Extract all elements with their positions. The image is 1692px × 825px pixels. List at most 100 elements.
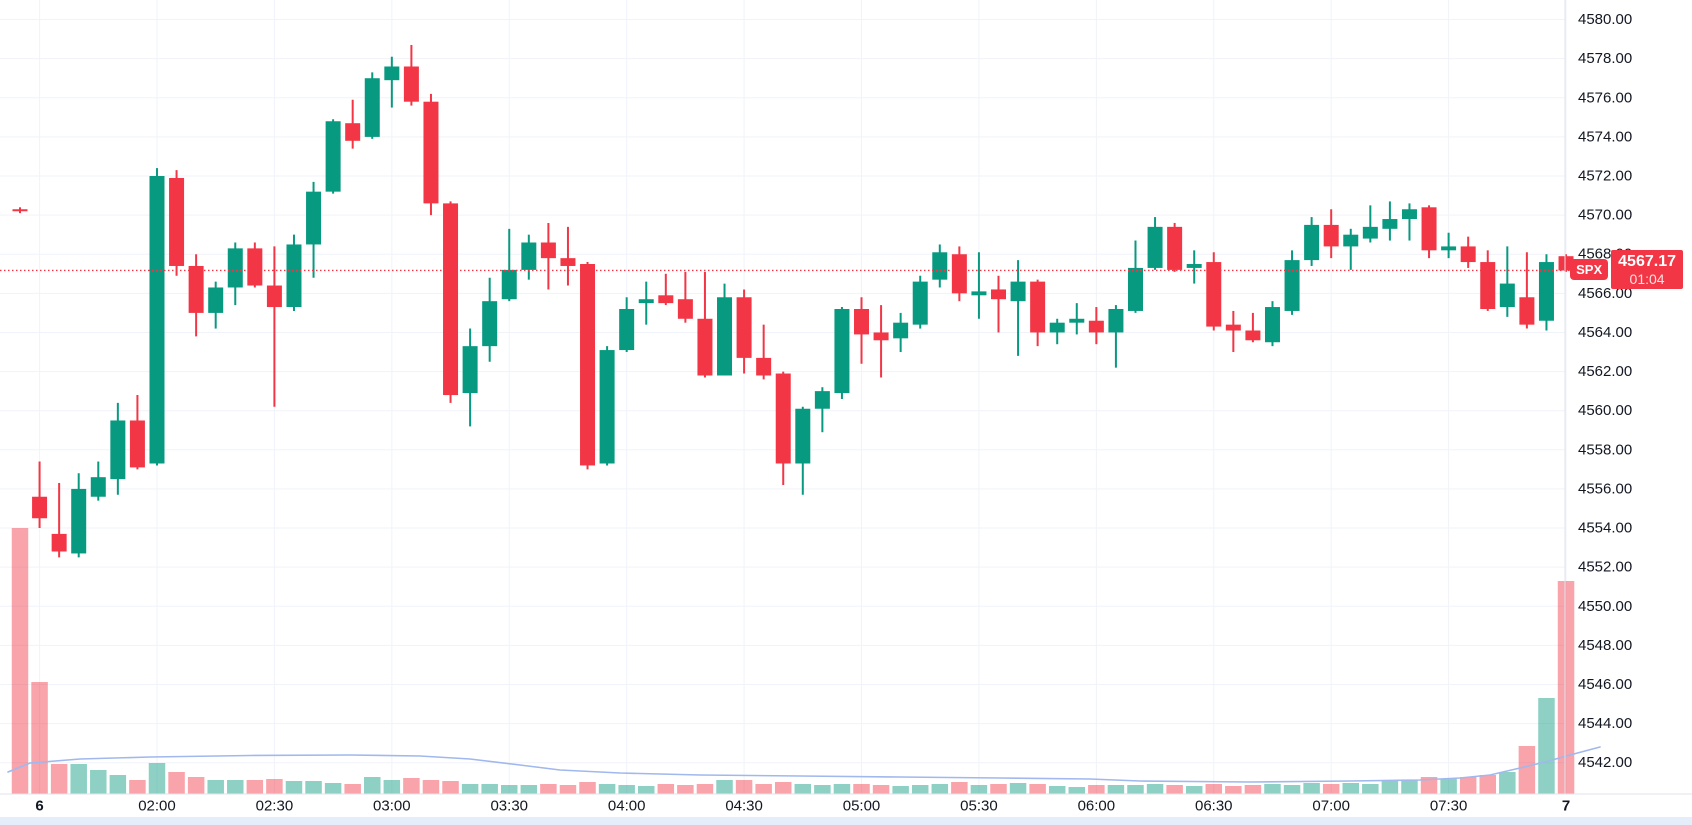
candle-body[interactable]	[1108, 308, 1124, 333]
volume-bar[interactable]	[501, 785, 518, 794]
candle-body[interactable]	[599, 350, 615, 464]
time-axis-scale[interactable]	[0, 794, 1565, 825]
volume-bar[interactable]	[1538, 698, 1555, 794]
candle-body[interactable]	[1401, 209, 1417, 220]
candle-body[interactable]	[658, 295, 674, 304]
volume-bar[interactable]	[461, 784, 479, 794]
volume-bar[interactable]	[540, 784, 557, 794]
candle-body[interactable]	[1421, 207, 1437, 251]
candle-body[interactable]	[384, 66, 400, 81]
candle-body[interactable]	[227, 248, 243, 288]
candle-body[interactable]	[266, 285, 282, 308]
volume-bar[interactable]	[364, 777, 381, 794]
volume-bar[interactable]	[344, 784, 361, 794]
volume-bar[interactable]	[1420, 777, 1438, 794]
candle-body[interactable]	[1069, 318, 1085, 323]
candle-body[interactable]	[736, 297, 752, 358]
candle-body[interactable]	[1049, 322, 1065, 333]
volume-bar[interactable]	[383, 780, 401, 794]
volume-bar[interactable]	[1029, 784, 1046, 794]
candle-body[interactable]	[32, 496, 48, 519]
candle-body[interactable]	[1304, 224, 1320, 261]
volume-bar[interactable]	[1499, 772, 1516, 794]
candle-body[interactable]	[208, 287, 224, 313]
candle-body[interactable]	[893, 322, 909, 339]
candle-body[interactable]	[697, 318, 713, 376]
volume-bar[interactable]	[559, 785, 577, 794]
candle-body[interactable]	[756, 357, 772, 376]
candle-body[interactable]	[854, 308, 870, 335]
volume-bar[interactable]	[1518, 746, 1536, 794]
volume-bar[interactable]	[1166, 785, 1183, 794]
candle-body[interactable]	[110, 420, 126, 480]
volume-bar[interactable]	[1459, 777, 1477, 794]
volume-bar[interactable]	[1479, 775, 1497, 794]
volume-bar[interactable]	[1009, 783, 1027, 794]
candle-body[interactable]	[1323, 224, 1339, 247]
candle-body[interactable]	[1010, 281, 1026, 302]
volume-bar[interactable]	[1557, 581, 1575, 794]
candle-body[interactable]	[51, 533, 67, 552]
volume-bar[interactable]	[324, 783, 342, 794]
candle-body[interactable]	[638, 299, 654, 304]
volume-bar[interactable]	[1362, 784, 1379, 794]
volume-bar[interactable]	[872, 785, 890, 794]
candle-body[interactable]	[521, 242, 537, 270]
candle-body[interactable]	[540, 242, 556, 259]
candle-body[interactable]	[1362, 226, 1378, 239]
volume-bar[interactable]	[579, 782, 596, 794]
volume-bar[interactable]	[1225, 786, 1242, 794]
candle-body[interactable]	[1441, 246, 1457, 251]
volume-bar[interactable]	[598, 784, 616, 794]
candle-body[interactable]	[1186, 264, 1202, 268]
volume-bar[interactable]	[774, 782, 792, 794]
volume-bar[interactable]	[853, 784, 870, 794]
volume-bar[interactable]	[50, 764, 68, 794]
volume-bar[interactable]	[1381, 781, 1399, 794]
volume-bar[interactable]	[1401, 780, 1418, 794]
volume-bar[interactable]	[285, 781, 303, 794]
volume-bar[interactable]	[1303, 783, 1320, 794]
candle-body[interactable]	[1558, 256, 1574, 271]
volume-bar[interactable]	[148, 763, 166, 794]
candle-body[interactable]	[443, 203, 459, 396]
candle-body[interactable]	[834, 308, 850, 394]
volume-bar[interactable]	[755, 784, 772, 794]
candle-body[interactable]	[306, 191, 322, 245]
candle-body[interactable]	[345, 123, 361, 141]
candle-body[interactable]	[403, 66, 419, 102]
volume-bar[interactable]	[422, 780, 440, 794]
volume-bar[interactable]	[657, 784, 675, 794]
volume-bar[interactable]	[794, 784, 812, 794]
volume-bar[interactable]	[1185, 786, 1203, 794]
volume-bar[interactable]	[1205, 784, 1223, 794]
volume-bar[interactable]	[109, 775, 127, 794]
volume-bar[interactable]	[892, 786, 909, 794]
candle-body[interactable]	[462, 346, 478, 394]
candle-body[interactable]	[1206, 262, 1222, 327]
candle-body[interactable]	[1264, 307, 1280, 343]
candle-body[interactable]	[1127, 267, 1143, 311]
volume-bar[interactable]	[637, 786, 655, 794]
candle-body[interactable]	[12, 209, 28, 212]
candle-body[interactable]	[501, 269, 517, 300]
candle-body[interactable]	[1499, 283, 1515, 308]
price-axis-scale[interactable]	[1565, 0, 1692, 794]
candle-body[interactable]	[580, 264, 596, 466]
candle-body[interactable]	[71, 488, 87, 554]
candle-body[interactable]	[971, 291, 987, 296]
volume-bar[interactable]	[1440, 779, 1457, 794]
candle-body[interactable]	[1460, 246, 1476, 263]
volume-bar[interactable]	[1322, 784, 1340, 794]
candle-body[interactable]	[873, 332, 889, 341]
candle-body[interactable]	[1284, 260, 1300, 311]
candle-body[interactable]	[423, 101, 439, 204]
candle-body[interactable]	[1382, 219, 1398, 229]
candle-body[interactable]	[795, 408, 811, 464]
volume-bar[interactable]	[1048, 786, 1066, 794]
volume-bar[interactable]	[227, 780, 244, 794]
volume-bar[interactable]	[833, 784, 851, 794]
candle-body[interactable]	[932, 252, 948, 280]
candle-body[interactable]	[188, 265, 204, 313]
